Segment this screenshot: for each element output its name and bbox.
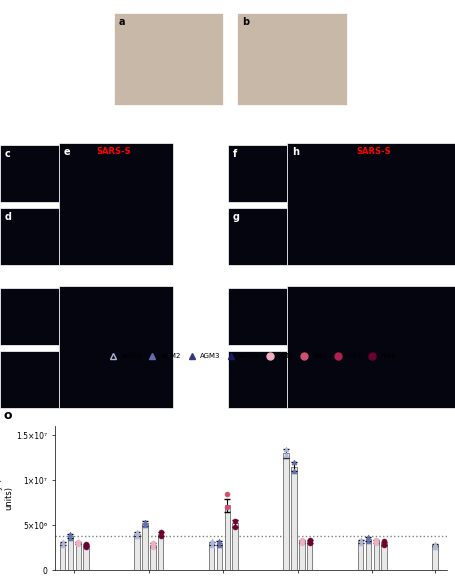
Bar <box>60 543 65 570</box>
Bar <box>365 539 370 570</box>
Text: c: c <box>5 149 10 160</box>
Text: SARS-S: SARS-S <box>356 147 390 156</box>
Text: b: b <box>241 17 248 27</box>
Bar <box>142 524 147 570</box>
Bar <box>291 467 296 570</box>
Bar <box>224 506 229 570</box>
Bar <box>0 351 59 408</box>
Bar <box>232 524 238 570</box>
Bar <box>216 543 222 570</box>
Bar <box>150 545 155 570</box>
Bar <box>0 288 59 345</box>
Bar <box>357 541 363 570</box>
Bar <box>228 208 287 265</box>
Text: g: g <box>232 213 239 222</box>
Bar <box>306 541 312 570</box>
Bar <box>59 143 173 265</box>
Bar <box>298 541 304 570</box>
Bar <box>59 286 173 408</box>
Y-axis label: PL intensity (arb.
units): PL intensity (arb. units) <box>0 463 13 534</box>
Text: e: e <box>64 147 71 157</box>
Bar <box>431 545 437 570</box>
Text: f: f <box>232 149 236 160</box>
Bar <box>208 543 214 570</box>
Text: d: d <box>5 213 11 222</box>
Bar <box>287 143 455 265</box>
Bar <box>237 13 346 105</box>
Text: a: a <box>118 17 125 27</box>
Bar <box>0 145 59 202</box>
Bar <box>67 536 73 570</box>
Bar <box>157 535 163 570</box>
Bar <box>228 145 287 202</box>
Bar <box>287 286 455 408</box>
Bar <box>76 543 81 570</box>
Bar <box>373 541 378 570</box>
Bar <box>114 13 223 105</box>
Text: h: h <box>291 147 298 157</box>
Text: SARS-S: SARS-S <box>96 147 131 156</box>
Bar <box>134 535 140 570</box>
Legend: AGM1, AGM2, AGM3, AGM4, RM1, RM2, RM3, RM4: AGM1, AGM2, AGM3, AGM4, RM1, RM2, RM3, R… <box>103 351 397 362</box>
Bar <box>283 453 288 570</box>
Bar <box>83 545 89 570</box>
Bar <box>228 351 287 408</box>
Bar <box>0 208 59 265</box>
Text: o: o <box>4 409 12 422</box>
Bar <box>380 543 386 570</box>
Bar <box>228 288 287 345</box>
